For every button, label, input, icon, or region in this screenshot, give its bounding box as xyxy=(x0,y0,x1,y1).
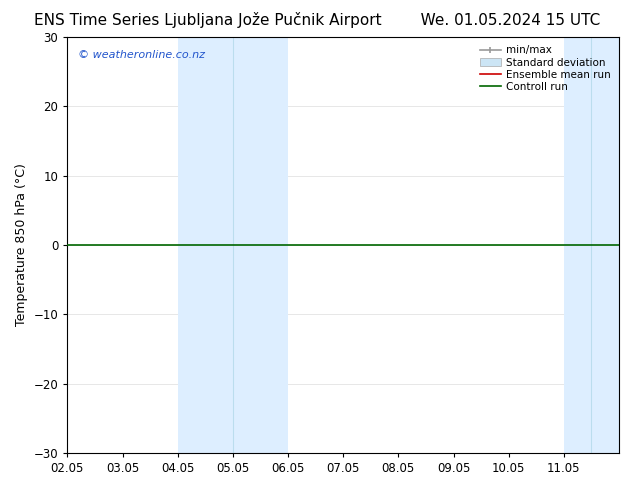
Bar xyxy=(564,37,619,453)
Y-axis label: Temperature 850 hPa (°C): Temperature 850 hPa (°C) xyxy=(15,164,28,326)
Text: ENS Time Series Ljubljana Jože Pučnik Airport        We. 01.05.2024 15 UTC: ENS Time Series Ljubljana Jože Pučnik Ai… xyxy=(34,12,600,28)
Legend: min/max, Standard deviation, Ensemble mean run, Controll run: min/max, Standard deviation, Ensemble me… xyxy=(477,42,614,95)
Bar xyxy=(178,37,288,453)
Text: © weatheronline.co.nz: © weatheronline.co.nz xyxy=(79,49,205,60)
